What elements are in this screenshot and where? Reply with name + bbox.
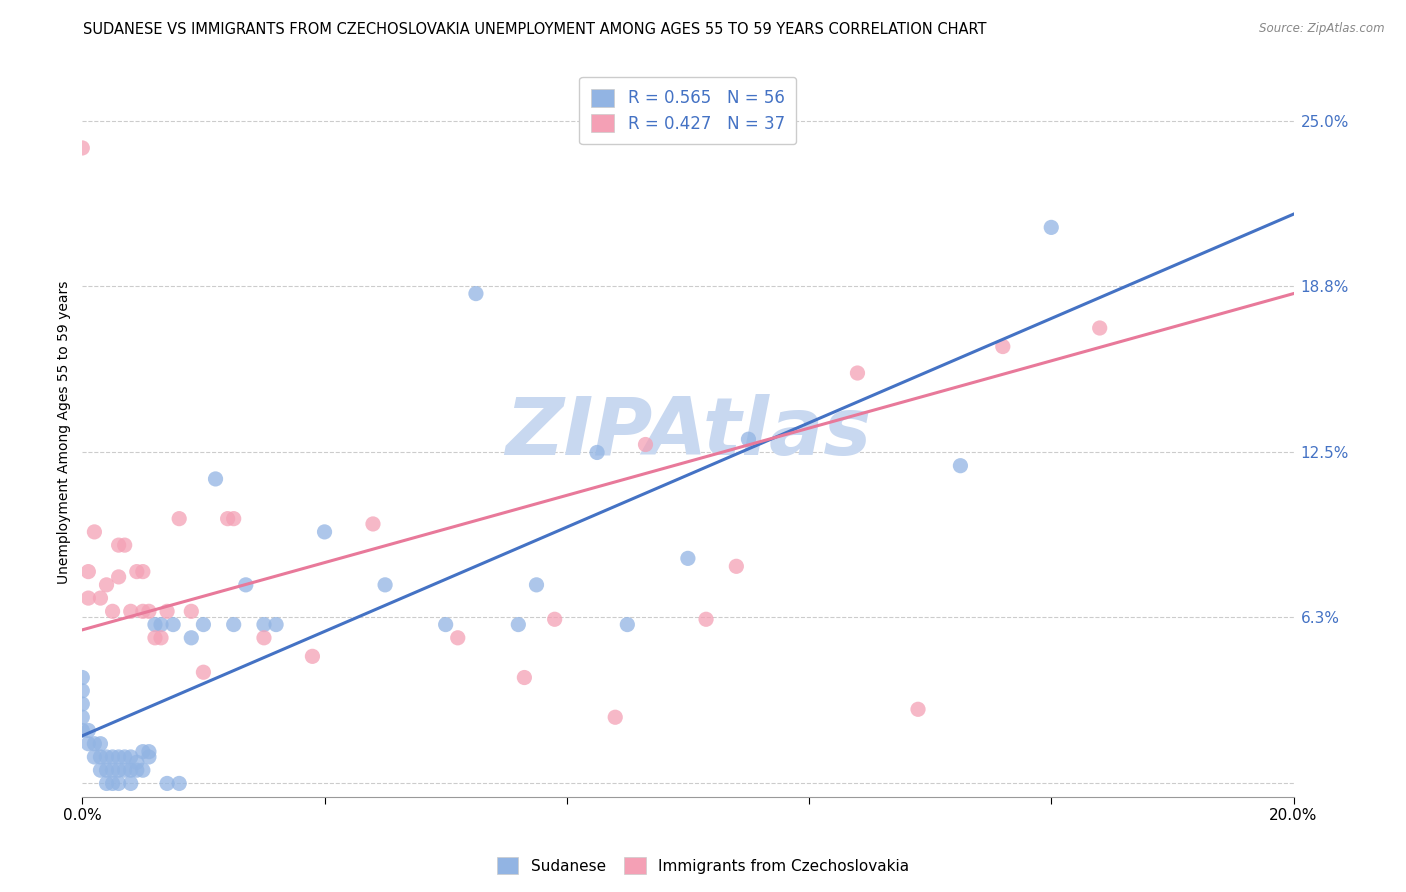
Point [447,631,470,645]
Point [101,776,124,790]
Text: Source: ZipAtlas.com: Source: ZipAtlas.com [1260,22,1385,36]
Point [107,750,129,764]
Point [1040,220,1063,235]
Point [526,578,548,592]
Text: SUDANESE VS IMMIGRANTS FROM CZECHOSLOVAKIA UNEMPLOYMENT AMONG AGES 55 TO 59 YEAR: SUDANESE VS IMMIGRANTS FROM CZECHOSLOVAK… [83,22,986,37]
Point [89,591,111,606]
Point [89,763,111,777]
Point [120,604,142,618]
Point [89,737,111,751]
Point [156,604,179,618]
Point [180,604,202,618]
Point [167,511,190,525]
Point [125,763,148,777]
Point [107,763,129,777]
Point [89,750,111,764]
Point [143,617,166,632]
Point [156,776,179,790]
Point [180,631,202,645]
Legend: R = 0.565   N = 56, R = 0.427   N = 37: R = 0.565 N = 56, R = 0.427 N = 37 [579,77,796,145]
Point [96,578,118,592]
Point [465,286,488,301]
Point [222,511,245,525]
Point [949,458,972,473]
Point [138,604,160,618]
Point [907,702,929,716]
Point [543,612,565,626]
Point [101,763,124,777]
Point [125,565,148,579]
Point [114,538,136,552]
Point [143,631,166,645]
Point [737,432,759,446]
Point [991,340,1014,354]
Point [695,612,717,626]
Point [107,570,129,584]
Point [120,750,142,764]
Point [508,617,530,632]
Point [107,776,129,790]
Point [167,776,190,790]
Point [513,671,536,685]
Text: ZIPAtlas: ZIPAtlas [505,393,872,472]
Point [132,604,155,618]
Point [77,737,100,751]
Point [101,604,124,618]
Legend: Sudanese, Immigrants from Czechoslovakia: Sudanese, Immigrants from Czechoslovakia [491,851,915,880]
Point [132,565,155,579]
Point [725,559,748,574]
Point [72,723,94,738]
Point [253,617,276,632]
Point [676,551,699,566]
Point [96,763,118,777]
Point [83,750,105,764]
Point [235,578,257,592]
Point [77,723,100,738]
Point [150,631,173,645]
Point [150,617,173,632]
Point [138,745,160,759]
Point [253,631,276,645]
Point [107,538,129,552]
Point [132,745,155,759]
Point [634,437,657,451]
Point [1088,321,1111,335]
Point [114,750,136,764]
Point [120,776,142,790]
Point [605,710,627,724]
Point [193,665,215,680]
Point [193,617,215,632]
Point [586,445,609,459]
Point [114,763,136,777]
Point [222,617,245,632]
Point [96,776,118,790]
Point [120,763,142,777]
Point [132,763,155,777]
Point [72,697,94,711]
Point [301,649,323,664]
Point [72,710,94,724]
Point [314,524,336,539]
Point [83,524,105,539]
Point [125,756,148,770]
Point [361,516,384,531]
Point [77,565,100,579]
Point [434,617,457,632]
Point [101,750,124,764]
Point [72,141,94,155]
Point [846,366,869,380]
Point [204,472,226,486]
Point [72,671,94,685]
Point [374,578,396,592]
Point [138,750,160,764]
Point [77,591,100,606]
Point [96,750,118,764]
Point [616,617,638,632]
Point [72,683,94,698]
Point [162,617,184,632]
Point [264,617,287,632]
Y-axis label: Unemployment Among Ages 55 to 59 years: Unemployment Among Ages 55 to 59 years [58,281,72,584]
Point [83,737,105,751]
Point [217,511,239,525]
